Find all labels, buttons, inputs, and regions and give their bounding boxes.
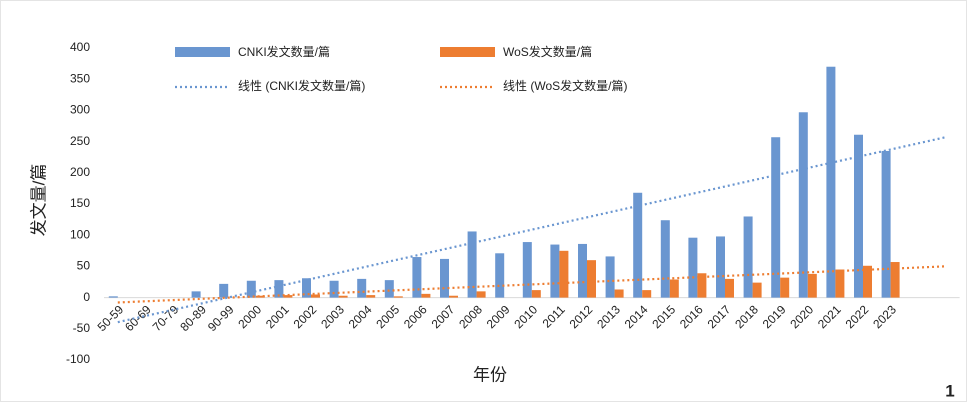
bar [302,278,311,298]
bar [412,257,422,298]
bar [642,290,652,298]
bar [614,289,624,298]
bar [559,250,569,298]
legend-label: WoS发文数量/篇 [503,44,592,59]
bar [697,273,707,298]
bar [716,236,725,298]
legend-label: 线性 (CNKI发文数量/篇) [238,78,365,93]
y-tick-label: 400 [70,40,90,54]
legend-swatch [175,47,230,57]
bar [283,295,293,298]
y-tick-label: 300 [70,103,90,117]
bar [522,242,532,298]
bar [219,283,229,298]
bar [421,293,431,298]
bar [743,216,753,298]
bar [587,260,596,298]
y-tick-label: 0 [83,290,90,304]
bar [807,273,817,298]
bar [725,278,734,298]
bar [863,265,872,298]
bar [605,256,615,298]
y-tick-label: 200 [70,165,90,179]
y-tick-label: -100 [66,352,90,366]
bar [633,192,643,298]
bar [881,150,891,298]
bar [255,295,265,298]
page-number: 1 [945,381,954,400]
bar [890,262,900,298]
y-tick-label: -50 [73,321,91,335]
bar [108,296,118,298]
bar [660,220,670,298]
bar [578,243,587,298]
legend-label: 线性 (WoS发文数量/篇) [503,78,627,93]
x-axis-title: 年份 [473,365,507,384]
bar [476,291,486,298]
y-axis-title: 发文量/篇 [29,164,48,237]
bar [798,112,808,298]
bar [780,277,790,298]
bar [669,279,679,298]
y-tick-label: 350 [70,71,90,85]
y-tick-label: 150 [70,196,90,210]
bar [357,278,367,298]
bar [311,294,320,298]
bar [449,295,458,298]
bar [835,269,845,298]
bar [826,66,836,298]
y-tick-label: 50 [77,259,91,273]
bar [531,290,541,298]
bar [366,295,376,298]
bar [752,282,762,298]
bar [854,134,863,298]
bar [338,295,348,298]
y-tick-label: 100 [70,227,90,241]
bar [467,231,477,298]
bar [274,280,284,298]
bar [688,237,698,298]
bar [440,258,449,298]
bar [550,244,560,298]
bar [191,291,201,298]
legend-label: CNKI发文数量/篇 [238,44,330,59]
bar [246,280,256,298]
bar [329,280,339,298]
bar [384,280,394,298]
bar [771,137,781,298]
legend-swatch [440,47,495,57]
y-tick-label: 250 [70,134,90,148]
bar [495,253,505,298]
trendline [117,265,946,304]
bar [393,296,403,298]
trendline [117,136,947,324]
